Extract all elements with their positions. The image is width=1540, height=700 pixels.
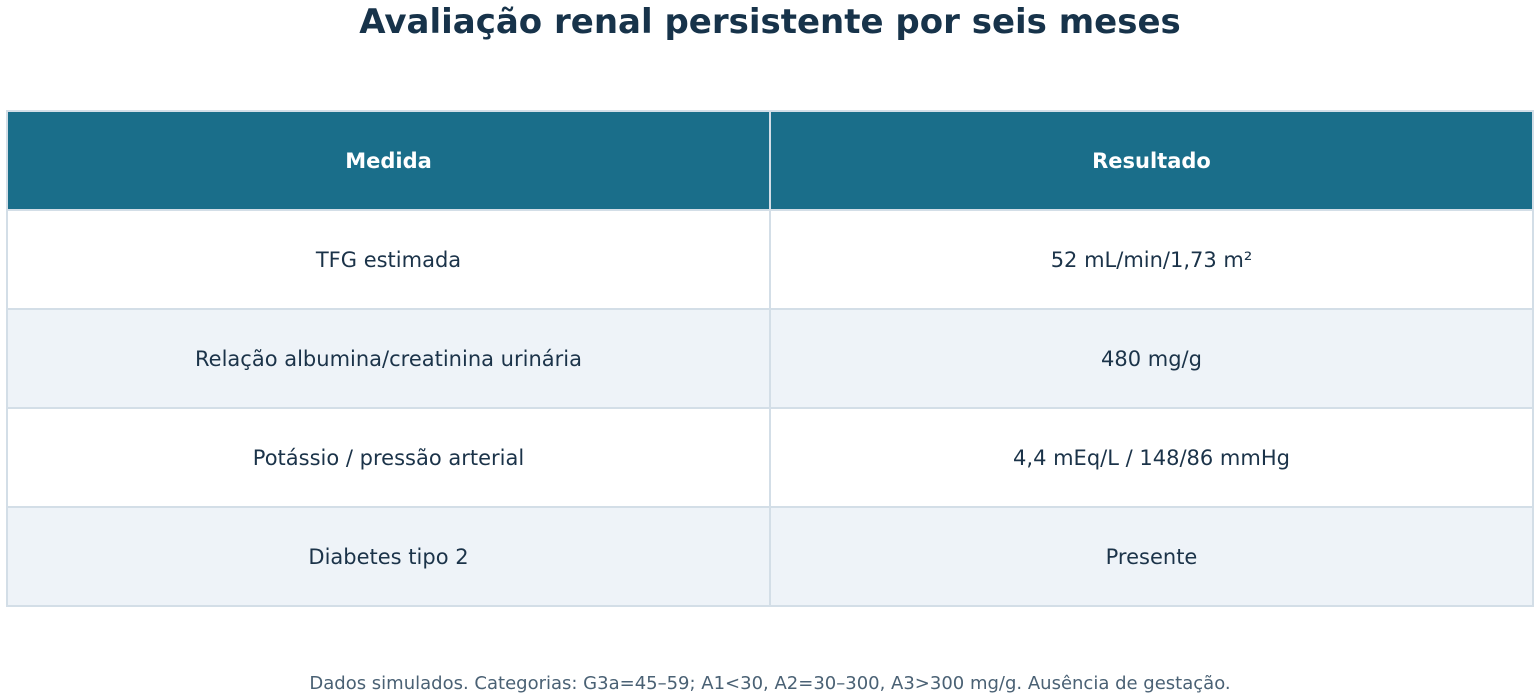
table-row: Relação albumina/creatinina urinária 480… (6, 308, 1534, 409)
table-cell-measure: Potássio / pressão arterial (6, 407, 771, 508)
table-row: Potássio / pressão arterial 4,4 mEq/L / … (6, 407, 1534, 508)
table-cell-result: 480 mg/g (769, 308, 1534, 409)
column-header-medida: Medida (6, 110, 771, 211)
chart-title: Avaliação renal persistente por seis mes… (359, 2, 1181, 42)
table-cell-measure: TFG estimada (6, 209, 771, 310)
footnote: Dados simulados. Categorias: G3a=45–59; … (309, 673, 1231, 694)
table-row: Diabetes tipo 2 Presente (6, 506, 1534, 607)
column-header-resultado: Resultado (769, 110, 1534, 211)
table-cell-result: 4,4 mEq/L / 148/86 mmHg (769, 407, 1534, 508)
table-cell-result: 52 mL/min/1,73 m² (769, 209, 1534, 310)
table-row: TFG estimada 52 mL/min/1,73 m² (6, 209, 1534, 310)
table-header-row: Medida Resultado (6, 110, 1534, 211)
data-table: Medida Resultado TFG estimada 52 mL/min/… (6, 110, 1534, 607)
table-cell-measure: Diabetes tipo 2 (6, 506, 771, 607)
table-cell-result: Presente (769, 506, 1534, 607)
table-cell-measure: Relação albumina/creatinina urinária (6, 308, 771, 409)
